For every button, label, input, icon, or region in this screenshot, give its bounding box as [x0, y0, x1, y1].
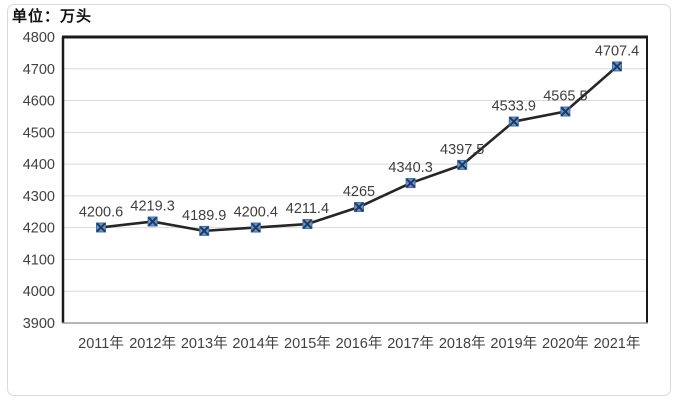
data-label: 4219.3	[130, 199, 174, 215]
data-label: 4565.5	[543, 89, 587, 105]
marker-x-stroke	[354, 202, 364, 212]
marker-x-stroke	[560, 107, 570, 117]
data-label: 4211.4	[286, 201, 329, 217]
data-label: 4707.4	[595, 43, 639, 59]
x-axis-label: 2013年	[181, 335, 228, 352]
y-axis-label: 4300	[23, 189, 55, 205]
data-label: 4340.3	[388, 160, 432, 176]
x-axis-label: 2019年	[490, 335, 537, 352]
unit-label: 单位：万头	[12, 8, 93, 25]
y-axis-label: 4700	[23, 62, 55, 78]
y-axis-label: 3900	[23, 316, 55, 332]
x-axis-label: 2015年	[284, 335, 331, 352]
x-axis-label: 2016年	[336, 335, 383, 352]
x-axis-label: 2012年	[129, 335, 176, 352]
y-axis-label: 4800	[23, 30, 55, 46]
y-axis-label: 4600	[23, 94, 55, 110]
marker-x-stroke	[612, 61, 622, 71]
x-axis-label: 2020年	[542, 335, 589, 352]
marker-x-stroke	[199, 226, 209, 236]
x-axis-label: 2011年	[78, 335, 124, 352]
marker-x-stroke	[302, 219, 312, 229]
data-label: 4200.6	[79, 204, 123, 220]
marker-x-stroke	[457, 160, 467, 170]
chart-frame	[7, 4, 671, 396]
x-axis-label: 2014年	[232, 335, 279, 352]
data-label: 4533.9	[492, 99, 536, 115]
marker-x-stroke	[406, 178, 416, 188]
y-axis-label: 4400	[23, 157, 55, 173]
marker-x-stroke	[96, 222, 106, 232]
marker-x-stroke	[148, 217, 158, 227]
x-axis-label: 2017年	[387, 335, 434, 352]
data-label: 4397.5	[440, 142, 484, 158]
data-label: 4265	[343, 184, 375, 200]
marker-x-stroke	[509, 117, 519, 127]
x-axis-label: 2018年	[439, 335, 486, 352]
data-label: 4189.9	[182, 208, 226, 224]
data-label: 4200.4	[234, 205, 278, 221]
y-axis-label: 4500	[23, 125, 55, 141]
y-axis-label: 4000	[23, 284, 55, 300]
x-axis-label: 2021年	[594, 335, 641, 352]
marker-x-stroke	[251, 223, 261, 233]
y-axis-label: 4100	[23, 252, 55, 268]
y-axis-label: 4200	[23, 221, 55, 237]
